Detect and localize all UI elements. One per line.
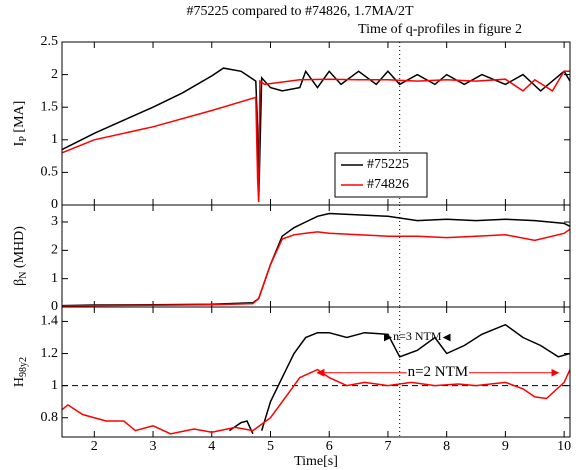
x-tick-label: 7 [384,439,391,454]
data-line [62,368,570,435]
annotation: Time of q-profiles in figure 2 [358,22,522,37]
y-tick-label: 0 [51,197,58,212]
y-label-sub: N [18,272,29,279]
x-tick-label: 10 [557,439,571,454]
data-line [62,228,570,307]
plot-frame [61,41,571,206]
data-line [228,323,570,435]
x-tick-label: 6 [326,439,333,454]
y-label-sub: P [18,136,29,142]
data-line [62,70,570,202]
x-tick-label: 5 [267,439,274,454]
chart-title: #75225 compared to #74826, 1.7MA/2T [186,4,414,19]
x-tick-label: 4 [208,439,215,454]
legend-box [334,152,428,198]
x-tick-label: 2 [91,439,98,454]
arrow-label: n=3 NTM [393,329,442,343]
y-tick-label: 2 [51,67,58,82]
x-tick-label: 9 [502,439,509,454]
y-tick-label: 1.5 [41,99,59,114]
y-label-main: β [12,279,27,286]
y-axis-label: βN (MHD) [12,226,29,286]
data-line [62,212,570,307]
y-tick-label: 0.5 [41,165,59,180]
data-line [62,67,570,202]
y-tick-label: 1 [51,271,58,286]
y-tick-label: 2.5 [41,34,59,49]
x-axis-label: Time[s] [294,454,338,469]
arrow-label: n=2 NTM [408,364,469,380]
y-label-sub: 98y2 [18,357,29,377]
y-label-main: H [12,377,27,387]
y-tick-label: 1.2 [41,346,59,361]
y-axis-label: IP [MA] [12,101,29,147]
plot-frame [61,306,571,438]
x-tick-label: 8 [443,439,450,454]
y-label-rest: (MHD) [12,226,27,272]
y-tick-label: 1 [51,378,58,393]
y-tick-label: 1 [51,132,58,147]
y-tick-label: 2 [51,243,58,258]
y-label-main: I [12,141,27,146]
legend-label: #74826 [367,177,409,192]
y-tick-label: 1.4 [41,314,59,329]
y-axis-label: H98y2 [12,357,29,387]
y-tick-label: 0 [51,299,58,314]
y-label-rest: [MA] [12,101,27,136]
y-tick-label: 0.8 [41,410,59,425]
y-tick-label: 3 [51,214,58,229]
legend-label: #75225 [367,157,409,172]
x-tick-label: 3 [150,439,157,454]
